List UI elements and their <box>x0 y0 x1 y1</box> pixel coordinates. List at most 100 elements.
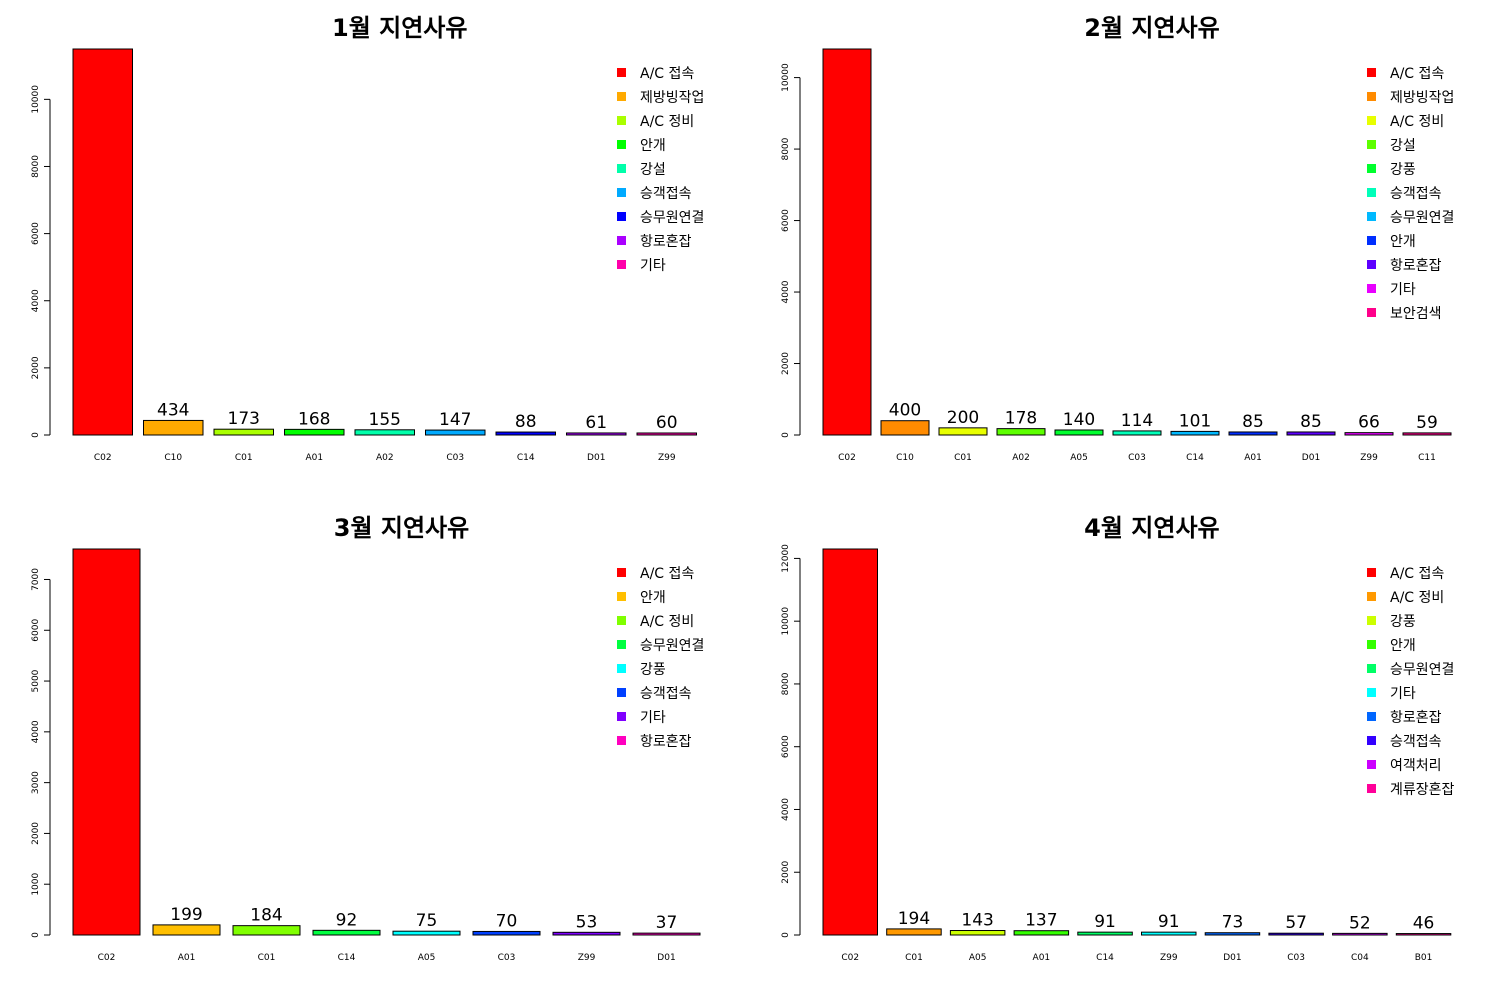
bar-c14 <box>1170 430 1220 436</box>
bar-value-label: 178 <box>1005 409 1037 429</box>
bar-value-label: 92 <box>336 910 358 930</box>
bar-c02 <box>72 48 133 436</box>
chart-jan: 1월 지연사유 0 2000 4000 6000 8000 10000 C02 C10 434 C0… <box>31 14 704 463</box>
chart-panel-feb: 2월 지연사유 0 2000 4000 6000 8000 10000 C02 C10 400 C0… <box>750 0 1500 500</box>
x-category-label: Z99 <box>1160 953 1178 963</box>
legend-label: 보안검색 <box>1390 306 1442 322</box>
legend-label: A/C 접속 <box>1390 66 1444 82</box>
bar-value-label: 184 <box>250 906 282 926</box>
bar-value-label: 140 <box>1063 410 1095 430</box>
x-category-label: A01 <box>305 453 323 463</box>
x-category-label: C14 <box>338 953 356 963</box>
legend-label: A/C 정비 <box>640 614 694 630</box>
bar-value-label: 91 <box>1094 912 1116 932</box>
y-tick-label: 8000 <box>781 137 791 160</box>
x-category-label: C03 <box>1287 953 1305 963</box>
legend-label: 기타 <box>1390 282 1416 298</box>
bar-value-label: 61 <box>585 413 607 433</box>
y-tick-label: 8000 <box>31 155 41 178</box>
bar-value-label: 91 <box>1158 912 1180 932</box>
x-category-label: Z99 <box>1360 453 1378 463</box>
y-tick-label: 2000 <box>31 356 41 379</box>
legend-label: 항로혼잡 <box>640 234 692 250</box>
bar-a01 <box>1228 431 1278 436</box>
x-category-label: A05 <box>418 953 436 963</box>
legend-swatch <box>1367 568 1376 577</box>
x-category-label: D01 <box>657 953 675 963</box>
legend-label: 승무원연결 <box>1390 210 1454 226</box>
x-category-label: Z99 <box>578 953 596 963</box>
chart-title: 1월 지연사유 <box>332 14 467 42</box>
legend-label: A/C 정비 <box>1390 114 1444 130</box>
legend-label: 제방빙작업 <box>1390 90 1454 106</box>
x-category-label: A01 <box>1244 453 1262 463</box>
bar-z99 <box>552 931 621 936</box>
chart-panel-jan: 1월 지연사유 0 2000 4000 6000 8000 10000 C02 C10 434 C0… <box>0 0 750 500</box>
bar-value-label: 60 <box>656 413 678 433</box>
bar-d01 <box>1204 932 1261 936</box>
y-tick-label: 10000 <box>781 63 791 92</box>
legend-swatch <box>1367 212 1376 221</box>
bar-c04 <box>1332 932 1388 936</box>
bar-a01 <box>1013 930 1070 936</box>
legend-swatch <box>617 212 626 221</box>
y-tick-label: 2000 <box>781 352 791 375</box>
y-tick-label: 0 <box>781 932 791 938</box>
bar-a01 <box>284 428 345 436</box>
y-tick-label: 10000 <box>781 607 791 636</box>
y-tick-label: 12000 <box>781 544 791 573</box>
bar-c02 <box>822 48 872 436</box>
legend-swatch <box>617 640 626 649</box>
legend-swatch <box>617 188 626 197</box>
y-tick-label: 4000 <box>31 289 41 312</box>
y-tick-label: 2000 <box>31 822 41 845</box>
x-category-label: D01 <box>1302 453 1320 463</box>
x-category-label: C02 <box>98 953 116 963</box>
bar-d01 <box>632 932 701 936</box>
x-category-label: A02 <box>376 453 394 463</box>
bar-value-label: 200 <box>947 408 979 428</box>
bar-c01 <box>938 427 988 436</box>
legend-swatch <box>1367 236 1376 245</box>
y-tick-label: 0 <box>31 432 41 438</box>
legend-label: A/C 접속 <box>1390 566 1444 582</box>
legend-swatch <box>1367 92 1376 101</box>
legend-label: 기타 <box>640 258 666 274</box>
chart-panel-mar: 3월 지연사유 0 1000 2000 3000 4000 5000 6000 7000 C02 A… <box>0 500 750 1000</box>
legend-label: 승객접속 <box>1390 734 1442 750</box>
legend-swatch <box>1367 640 1376 649</box>
bar-value-label: 75 <box>416 911 438 931</box>
y-tick-label: 4000 <box>781 798 791 821</box>
x-category-label: Z99 <box>658 453 676 463</box>
legend-swatch <box>617 592 626 601</box>
y-tick-label: 6000 <box>31 619 41 642</box>
x-category-label: C14 <box>1186 453 1204 463</box>
x-category-label: B01 <box>1415 953 1433 963</box>
chart-title: 2월 지연사유 <box>1084 14 1219 42</box>
bar-value-label: 168 <box>298 409 330 429</box>
y-tick-label: 2000 <box>781 861 791 884</box>
legend-label: 강풍 <box>1390 614 1416 630</box>
legend-swatch <box>617 140 626 149</box>
legend-label: 기타 <box>1390 686 1416 702</box>
legend-swatch <box>617 236 626 245</box>
legend-label: 안개 <box>1390 638 1416 654</box>
bar-value-label: 194 <box>898 909 930 929</box>
legend-label: 강설 <box>1390 138 1416 154</box>
legend-label: 승무원연결 <box>640 638 704 654</box>
bar-value-label: 143 <box>961 911 993 931</box>
bar-value-label: 88 <box>515 412 537 432</box>
legend-swatch <box>1367 616 1376 625</box>
legend-swatch <box>617 164 626 173</box>
legend-label: 안개 <box>640 138 666 154</box>
y-tick-label: 3000 <box>31 771 41 794</box>
legend-swatch <box>1367 592 1376 601</box>
bar-value-label: 52 <box>1349 913 1371 933</box>
legend-swatch <box>1367 760 1376 769</box>
bar-d01 <box>1286 431 1336 436</box>
legend-swatch <box>617 68 626 77</box>
bar-c10 <box>880 420 930 436</box>
bar-value-label: 101 <box>1179 411 1211 431</box>
legend-swatch <box>617 116 626 125</box>
legend-swatch <box>1367 284 1376 293</box>
